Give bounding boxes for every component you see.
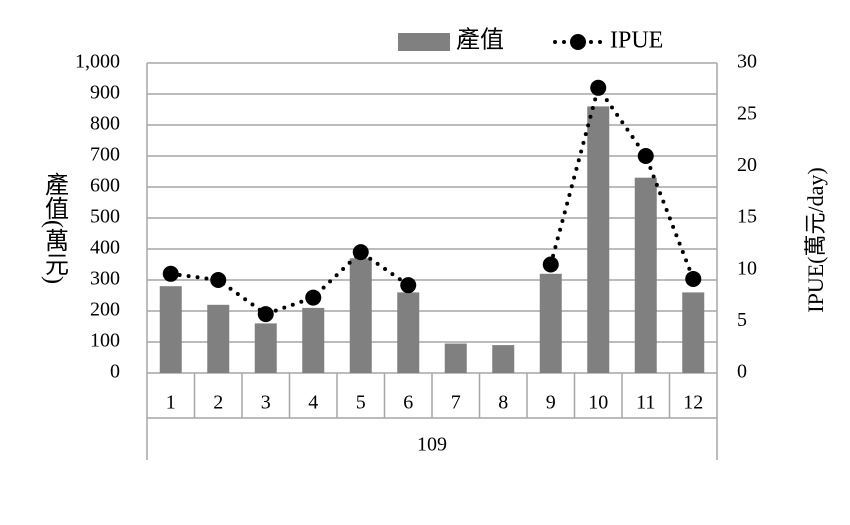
x-tick-label: 4 <box>308 392 318 414</box>
marker <box>305 289 322 306</box>
x-tick-label: 5 <box>356 392 366 414</box>
marker <box>352 244 369 261</box>
x-tick-label: 8 <box>498 392 508 414</box>
bar <box>634 177 657 373</box>
x-tick-label: 12 <box>683 392 703 414</box>
legend-label: IPUE <box>610 28 663 54</box>
y2-tick-label: 0 <box>737 361 747 383</box>
y2-tick-label: 15 <box>737 206 757 228</box>
x-tick-label: 10 <box>588 392 608 414</box>
x-tick-label: 11 <box>636 392 655 414</box>
line <box>168 83 696 317</box>
marker <box>637 148 654 164</box>
x-tick-label: 7 <box>451 392 461 414</box>
x-tick-label: 3 <box>261 392 271 414</box>
y-tick-label: 200 <box>90 299 120 321</box>
y-tick-label: 0 <box>110 361 120 383</box>
bar <box>159 286 182 373</box>
x-tick-label: 1 <box>166 392 176 414</box>
y2-tick-label: 20 <box>737 154 757 176</box>
bar <box>492 345 515 373</box>
y2-tick-label: 30 <box>737 51 757 73</box>
bar <box>682 292 705 373</box>
legend-label: 產值 <box>456 27 504 54</box>
y2-tick-label: 10 <box>737 257 757 279</box>
y-tick-label: 500 <box>90 206 120 228</box>
y-tick-label: 600 <box>90 175 120 197</box>
bar <box>302 307 325 373</box>
y-tick-label: 400 <box>90 237 120 259</box>
bar <box>349 258 372 373</box>
marker <box>542 256 559 273</box>
y-tick-label: 100 <box>90 330 120 352</box>
y-tick-label: 1,000 <box>75 51 120 73</box>
bar <box>444 343 467 373</box>
bar <box>539 273 562 373</box>
bar <box>397 292 420 373</box>
group-label: 109 <box>417 434 447 456</box>
y-tick-label: 700 <box>90 144 120 166</box>
y-tick-label: 300 <box>90 268 120 290</box>
marker <box>210 272 227 288</box>
bar <box>587 106 610 374</box>
legend-swatch <box>398 33 450 51</box>
y-tick-label: 900 <box>90 82 120 104</box>
legend-marker <box>570 34 586 50</box>
marker <box>162 265 179 282</box>
y-tick-label: 800 <box>90 113 120 135</box>
marker <box>257 306 274 323</box>
y-axis-title: 產值(萬元) <box>40 172 68 284</box>
x-tick-label: 9 <box>546 392 556 414</box>
y2-tick-label: 5 <box>737 309 747 331</box>
marker <box>590 79 607 96</box>
marker <box>685 270 702 287</box>
bar <box>254 323 277 373</box>
x-tick-label: 6 <box>403 392 413 414</box>
marker <box>400 277 417 294</box>
y2-axis-title: IPUE(萬元/day) <box>803 167 828 312</box>
y2-tick-label: 25 <box>737 102 757 124</box>
bar <box>207 304 230 373</box>
x-tick-label: 2 <box>213 392 223 414</box>
